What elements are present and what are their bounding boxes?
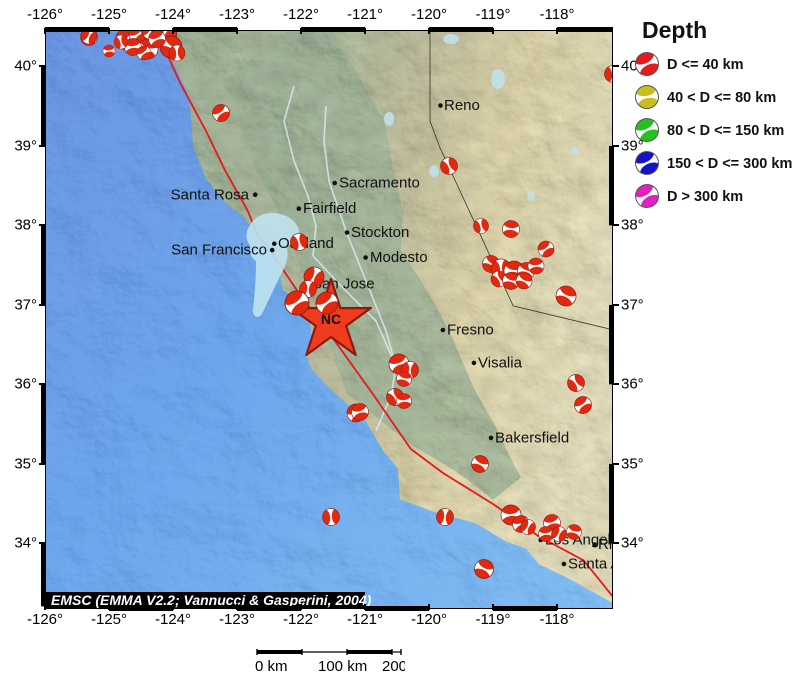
svg-text:Bakersfield: Bakersfield (495, 429, 569, 446)
svg-text:Visalia: Visalia (478, 354, 523, 371)
svg-text:San Francisco: San Francisco (171, 242, 267, 259)
svg-text:D <= 40 km: D <= 40 km (667, 57, 744, 73)
svg-text:150 < D <= 300 km: 150 < D <= 300 km (667, 156, 792, 172)
svg-text:Reno: Reno (444, 97, 480, 114)
svg-text:40 < D <= 80 km: 40 < D <= 80 km (667, 90, 776, 106)
svg-text:Fairfield: Fairfield (303, 200, 356, 217)
svg-text:200 km: 200 km (382, 658, 405, 675)
svg-text:Fresno: Fresno (447, 322, 494, 339)
svg-text:Riverside: Riverside (598, 536, 613, 553)
svg-text:Stockton: Stockton (351, 224, 409, 241)
svg-text:Modesto: Modesto (370, 249, 428, 266)
svg-text:Sacramento: Sacramento (339, 175, 420, 192)
svg-text:100 km: 100 km (318, 658, 367, 675)
svg-text:EMSC (EMMA V2.2; Vannucci & Ga: EMSC (EMMA V2.2; Vannucci & Gasperini, 2… (51, 592, 372, 608)
svg-text:Santa Ana: Santa Ana (568, 556, 613, 573)
svg-text:80 < D <= 150 km: 80 < D <= 150 km (667, 123, 784, 139)
svg-text:0 km: 0 km (255, 658, 288, 675)
svg-text:D > 300 km: D > 300 km (667, 189, 743, 205)
svg-text:Santa Rosa: Santa Rosa (171, 187, 250, 204)
svg-text:Depth: Depth (642, 18, 707, 43)
